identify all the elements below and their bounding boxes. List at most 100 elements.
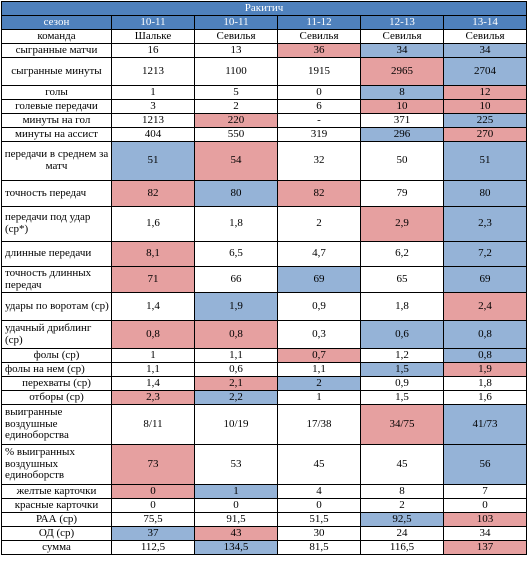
value-cell: 4 xyxy=(277,484,361,499)
table-row: фолы (ср) 1 1,1 0,7 1,2 0,8 xyxy=(1,348,528,363)
value-cell: 24 xyxy=(360,526,444,541)
row-label: голевые передачи xyxy=(1,99,112,114)
value-cell: 82 xyxy=(111,180,195,207)
value-cell: 1,8 xyxy=(194,206,278,242)
row-label: фолы (ср) xyxy=(1,348,112,363)
value-cell: 1,1 xyxy=(277,362,361,377)
value-cell: 2,3 xyxy=(442,206,528,242)
table-row: передачи в среднем за матч 51 54 32 50 51 xyxy=(1,141,528,181)
value-cell: 137 xyxy=(442,540,528,555)
value-cell: 3 xyxy=(111,99,195,114)
value-cell: 10 xyxy=(360,99,444,114)
value-cell: 37 xyxy=(111,526,195,541)
team-header-label: команда xyxy=(1,29,112,44)
table-row: передачи под удар (ср*) 1,6 1,8 2 2,9 2,3 xyxy=(1,206,528,242)
row-label: % выигранных воздушных единоборств xyxy=(1,444,112,485)
value-cell: 30 xyxy=(277,526,361,541)
value-cell: 0 xyxy=(111,484,195,499)
row-label: фолы на нем (ср) xyxy=(1,362,112,377)
value-cell: 66 xyxy=(194,266,278,293)
value-cell: 1,1 xyxy=(194,348,278,363)
value-cell: 2,2 xyxy=(194,390,278,405)
value-cell: 7 xyxy=(442,484,528,499)
row-label: точность длинных передач xyxy=(1,266,112,293)
value-cell: 17/38 xyxy=(277,404,361,445)
table-row: сыгранные матчи 16 13 36 34 34 xyxy=(1,43,528,58)
value-cell: 73 xyxy=(111,444,195,485)
table-row: минуты на гол 1213 220-371 225 xyxy=(1,113,528,128)
value-cell: 8 xyxy=(360,484,444,499)
team-cell: Севилья xyxy=(194,29,278,44)
value-cell: 550 xyxy=(194,127,278,142)
value-cell: 0 xyxy=(277,85,361,100)
value-cell: 1,8 xyxy=(442,376,528,391)
team-cell: Шальке xyxy=(111,29,195,44)
value-cell: 2,3 xyxy=(111,390,195,405)
value-cell: 225 xyxy=(442,113,528,128)
value-cell: 1,9 xyxy=(194,292,278,321)
row-label: отборы (ср) xyxy=(1,390,112,405)
value-cell: 2,4 xyxy=(442,292,528,321)
value-cell: 75,5 xyxy=(111,512,195,527)
row-label: передачи под удар (ср*) xyxy=(1,206,112,242)
table-row: точность длинных передач 71 66 69 65 69 xyxy=(1,266,528,293)
value-cell: 0,8 xyxy=(442,348,528,363)
value-cell: 2,1 xyxy=(194,376,278,391)
season-cell: 10-11 xyxy=(194,15,278,30)
value-cell: 1,5 xyxy=(360,390,444,405)
value-cell: 319 xyxy=(277,127,361,142)
value-cell: 0,6 xyxy=(194,362,278,377)
value-cell: 10 xyxy=(442,99,528,114)
row-label: РАА (ср) xyxy=(1,512,112,527)
value-cell: 0,6 xyxy=(360,320,444,349)
value-cell: 4,7 xyxy=(277,241,361,267)
value-cell: 53 xyxy=(194,444,278,485)
value-cell: 12 xyxy=(442,85,528,100)
value-cell: 34/75 xyxy=(360,404,444,445)
value-cell: 1,4 xyxy=(111,292,195,321)
value-cell: 2704 xyxy=(442,57,528,86)
value-cell: 1 xyxy=(111,85,195,100)
value-cell: 1 xyxy=(194,484,278,499)
value-cell: 1,2 xyxy=(360,348,444,363)
table-row: красные карточки 0 0 0 2 0 xyxy=(1,498,528,513)
row-label: минуты на гол xyxy=(1,113,112,128)
value-cell: 1,6 xyxy=(442,390,528,405)
value-cell: 54 xyxy=(194,141,278,181)
table-row: голы 1 5 0 8 12 xyxy=(1,85,528,100)
season-header-label: сезон xyxy=(1,15,112,30)
value-cell: 50 xyxy=(360,141,444,181)
value-cell: 0,8 xyxy=(111,320,195,349)
value-cell: 34 xyxy=(360,43,444,58)
row-label: красные карточки xyxy=(1,498,112,513)
value-cell: 220 xyxy=(194,113,278,128)
table-row: голевые передачи 3 2 6 10 10 xyxy=(1,99,528,114)
value-cell: 112,5 xyxy=(111,540,195,555)
table-row: удачный дриблинг (ср) 0,8 0,8 0,3 0,6 0,8 xyxy=(1,320,528,349)
value-cell: 0 xyxy=(111,498,195,513)
value-cell: 41/73 xyxy=(442,404,528,445)
table-row: % выигранных воздушных единоборств 73 53 45… xyxy=(1,444,528,485)
row-label: передачи в среднем за матч xyxy=(1,141,112,181)
table-title: Ракитич xyxy=(0,1,528,16)
row-label: точность передач xyxy=(1,180,112,207)
row-label: удары по воротам (ср) xyxy=(1,292,112,321)
value-cell: 1213 xyxy=(111,113,195,128)
value-cell: - xyxy=(277,113,361,128)
team-cell: Севилья xyxy=(442,29,528,44)
value-cell: 1213 xyxy=(111,57,195,86)
value-cell: 81,5 xyxy=(277,540,361,555)
value-cell: 2 xyxy=(194,99,278,114)
value-cell: 1,6 xyxy=(111,206,195,242)
value-cell: 51 xyxy=(442,141,528,181)
table-row: желтые карточки 0 1 4 8 7 xyxy=(1,484,528,499)
value-cell: 8,1 xyxy=(111,241,195,267)
value-cell: 0,3 xyxy=(277,320,361,349)
table-row: выигранные воздушные единоборства 8/11 10/… xyxy=(1,404,528,445)
value-cell: 6,5 xyxy=(194,241,278,267)
value-cell: 65 xyxy=(360,266,444,293)
row-label: сыгранные матчи xyxy=(1,43,112,58)
value-cell: 34 xyxy=(442,526,528,541)
season-cell: 13-14 xyxy=(442,15,528,30)
row-label: выигранные воздушные единоборства xyxy=(1,404,112,445)
